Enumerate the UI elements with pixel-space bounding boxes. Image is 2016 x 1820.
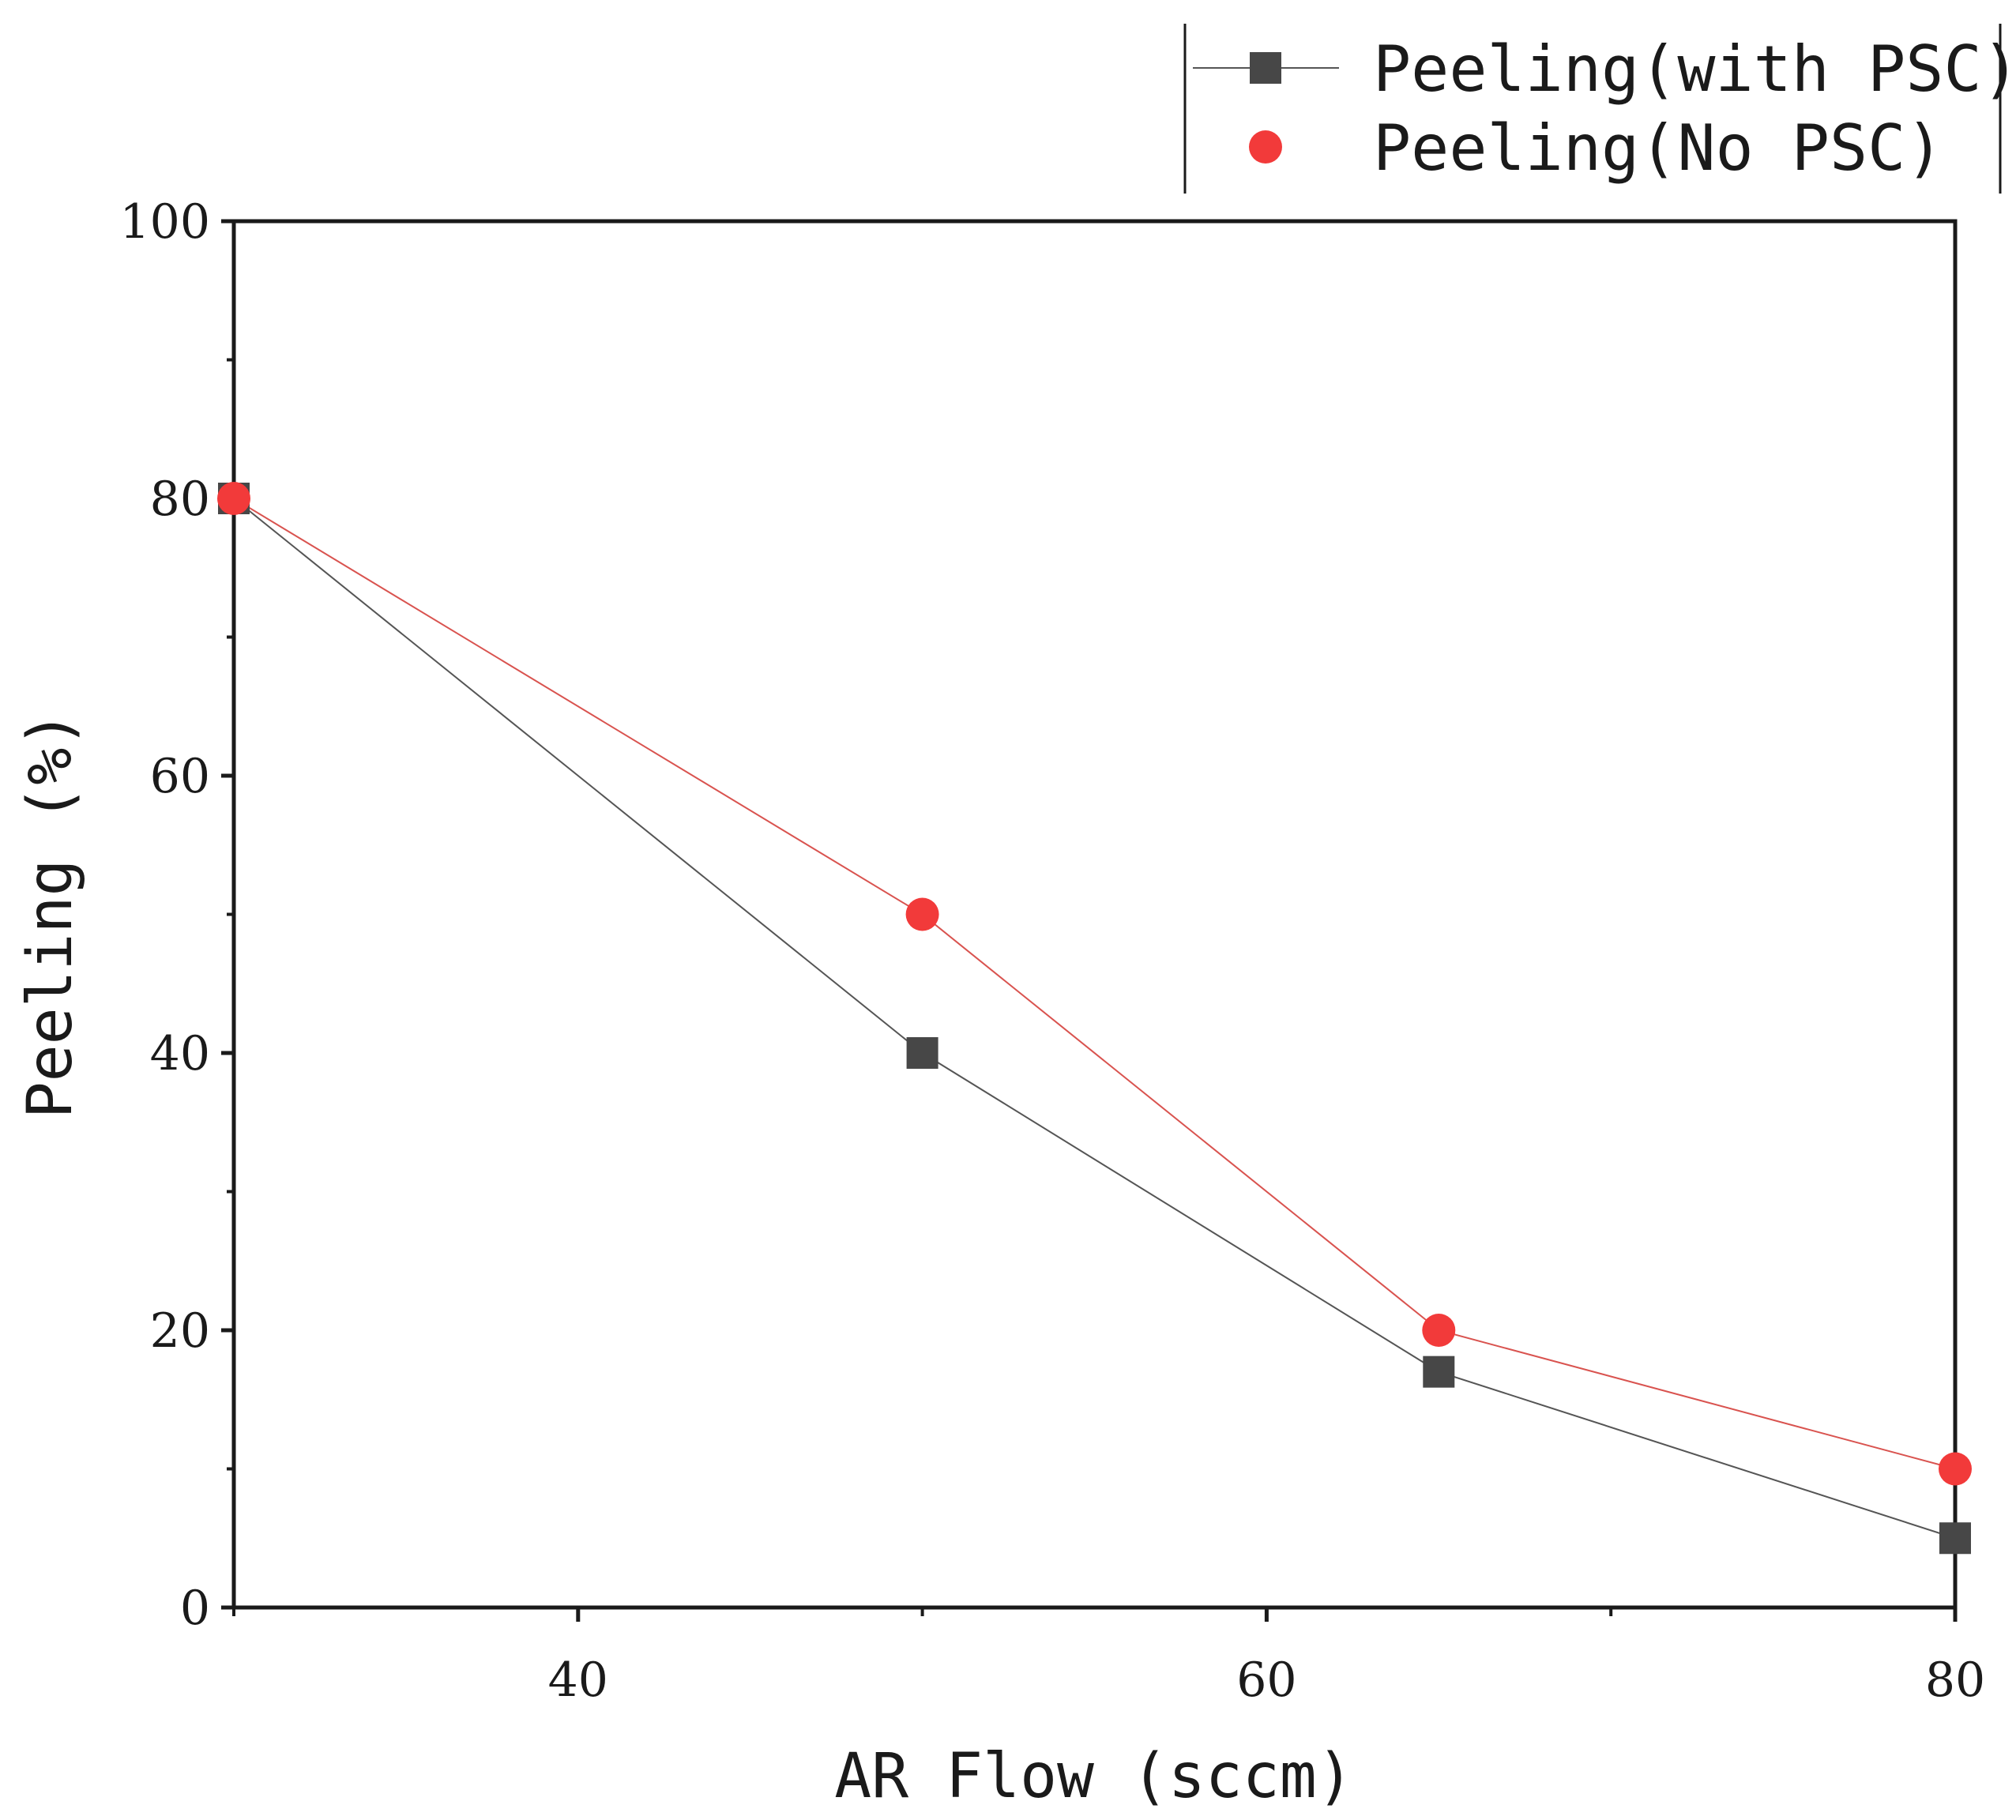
point-series0-3 (1939, 1522, 1971, 1555)
point-series1-2 (1422, 1314, 1456, 1347)
y-tick-label-100: 100 (119, 194, 210, 250)
point-series1-1 (905, 897, 939, 931)
series-lines (233, 498, 1956, 1540)
legend: Peeling(with PSC) Peeling(No PSC) (1183, 24, 2016, 194)
legend-label-with-psc: Peeling(with PSC) (1373, 32, 2016, 106)
y-tick-label-60: 60 (150, 749, 210, 804)
y-tick-label-80: 80 (150, 472, 210, 527)
legend-swatch-marker-with-psc (1250, 52, 1281, 84)
point-series0-1 (906, 1037, 938, 1069)
x-tick-label-40: 40 (548, 1653, 608, 1708)
point-series0-2 (1423, 1356, 1455, 1388)
x-axis-title: AR Flow (sccm) (834, 1741, 1353, 1812)
y-axis-ticks: 0 20 40 60 80 100 (119, 194, 234, 1636)
x-tick-label-60: 60 (1236, 1653, 1296, 1708)
series-markers (217, 482, 1972, 1555)
y-tick-label-40: 40 (150, 1026, 210, 1081)
y-tick-label-20: 20 (150, 1303, 210, 1359)
y-tick-label-0: 0 (180, 1581, 210, 1636)
y-axis-title: Peeling (%) (15, 711, 86, 1119)
x-axis-ticks: 40 60 80 (232, 1608, 1985, 1708)
series-line-0 (233, 498, 1956, 1540)
point-series1-0 (217, 482, 250, 515)
legend-label-no-psc: Peeling(No PSC) (1373, 111, 1943, 185)
legend-swatch-marker-no-psc (1249, 130, 1282, 164)
x-tick-label-80: 80 (1925, 1653, 1985, 1708)
series-line-1 (233, 498, 1956, 1470)
point-series1-3 (1939, 1452, 1972, 1486)
